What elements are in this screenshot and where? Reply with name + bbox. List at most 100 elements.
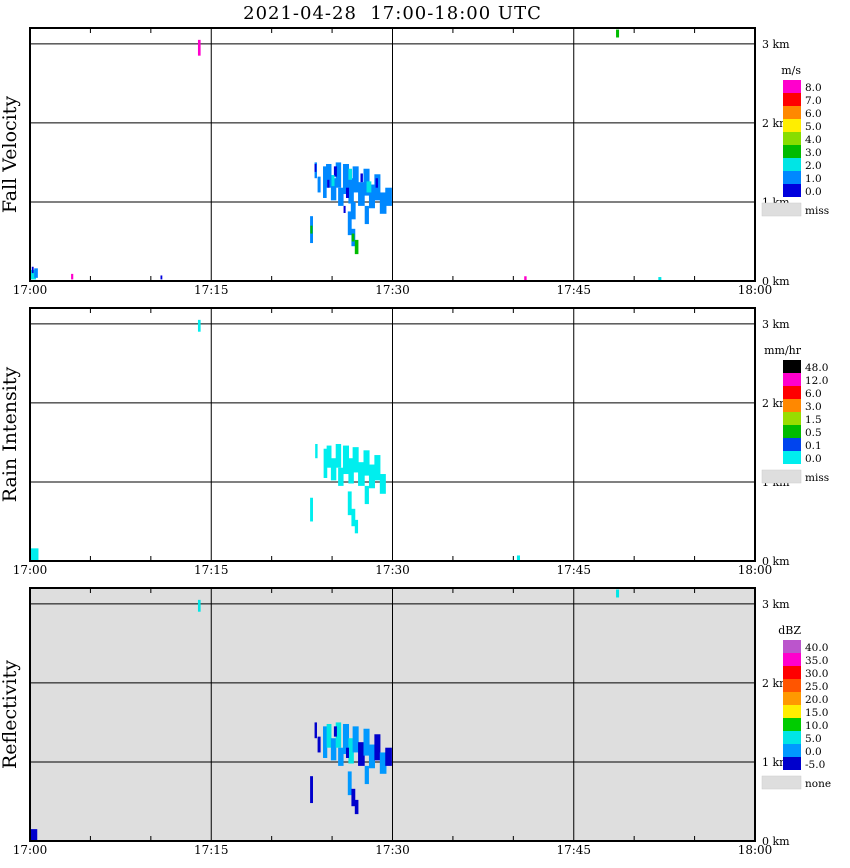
colorbar-tick-label: 5.0	[805, 121, 822, 133]
colorbar-cell	[783, 184, 801, 197]
colorbar-cell	[783, 438, 801, 451]
colorbar-missing-label: none	[805, 778, 831, 790]
x-tick-label: 17:30	[375, 843, 410, 857]
echo-cell	[314, 163, 317, 172]
chart-title: 2021-04-28 17:00-18:00 UTC	[243, 3, 542, 24]
colorbar-tick-label: 35.0	[805, 655, 828, 667]
echo-cell	[330, 178, 337, 201]
colorbar-cell	[783, 705, 801, 718]
echo-cell	[363, 728, 370, 756]
echo-cell	[335, 722, 342, 748]
colorbar-missing-cell	[761, 469, 802, 484]
colorbar-tick-label: 7.0	[805, 95, 822, 107]
echo-cells	[30, 319, 520, 561]
echo-cell	[345, 747, 349, 758]
colorbar-cell	[783, 757, 801, 770]
colorbar-missing-label: miss	[805, 205, 829, 217]
colorbar-tick-label: 10.0	[805, 720, 828, 732]
echo-cell	[338, 747, 344, 766]
colorbar-tick-label: 0.0	[805, 186, 822, 198]
colorbar-cell	[783, 425, 801, 438]
colorbar-cell	[783, 399, 801, 412]
echo-cell	[314, 722, 317, 739]
grid	[30, 308, 755, 561]
echo-cell	[354, 799, 359, 815]
echo-cell	[317, 736, 321, 753]
echo-cells	[30, 589, 620, 841]
colorbar-cell	[783, 718, 801, 731]
colorbar-tick-label: 4.0	[805, 134, 822, 146]
echo-cell	[379, 192, 387, 214]
x-tick-label: 17:45	[556, 283, 591, 297]
y-tick-label: 0 km	[762, 835, 790, 848]
echo-cell	[335, 443, 342, 468]
echo-cell	[30, 269, 37, 280]
colorbar-cell	[783, 158, 801, 171]
colorbar-tick-label: 6.0	[805, 108, 822, 120]
colorbar-title: dBZ	[778, 624, 801, 637]
y-tick-label: 3 km	[762, 598, 790, 611]
x-tick-label: 17:15	[194, 843, 229, 857]
colorbar-title: m/s	[781, 64, 801, 77]
colorbar-tick-label: 0.0	[805, 746, 822, 758]
echo-cell	[351, 233, 355, 242]
echo-cell	[364, 765, 369, 785]
x-tick-label: 18:00	[738, 283, 773, 297]
echo-cell	[326, 445, 332, 468]
x-tick-labels: 17:00 17:15 17:30 17:45 18:00	[13, 283, 773, 297]
echo-cell	[326, 163, 332, 188]
echo-cell	[160, 275, 163, 280]
x-tick-label: 17:45	[556, 563, 591, 577]
colorbar-cell	[783, 666, 801, 679]
echo-cell	[333, 166, 337, 177]
x-tick-labels: 17:00 17:15 17:30 17:45 18:00	[13, 563, 773, 577]
plot-border	[29, 587, 756, 842]
colorbar-tick-label: 20.0	[805, 694, 828, 706]
y-axis-title: Rain Intensity	[0, 366, 21, 502]
echo-cell	[30, 829, 38, 841]
colorbar-cell	[783, 145, 801, 158]
x-tick-label: 18:00	[738, 563, 773, 577]
y-tick-label: 0 km	[762, 275, 790, 288]
colorbar-cell	[783, 692, 801, 705]
colorbar-cell	[783, 679, 801, 692]
colorbar-missing-label: miss	[805, 472, 829, 484]
echo-cell	[363, 168, 370, 196]
echo-cells	[30, 29, 662, 281]
echo-cell	[516, 555, 520, 561]
y-tick-label: 3 km	[762, 38, 790, 51]
colorbar-cell	[783, 386, 801, 399]
colorbar-tick-label: 2.0	[805, 160, 822, 172]
echo-cell	[345, 187, 349, 198]
echo-cell	[331, 175, 335, 187]
echo-cell	[323, 448, 328, 478]
colorbar-missing-cell	[761, 202, 802, 217]
echo-cell	[348, 168, 353, 180]
colorbar-tick-label: -5.0	[805, 759, 825, 771]
echo-cell	[385, 187, 392, 206]
y-axis-title: Fall Velocity	[0, 96, 21, 214]
echo-cell	[354, 519, 359, 534]
x-tick-label: 18:00	[738, 843, 773, 857]
y-axis-title: Reflectivity	[0, 660, 21, 769]
echo-cell	[364, 205, 369, 225]
y-tick-label: 3 km	[762, 318, 790, 331]
colorbar-missing-cell	[761, 775, 802, 790]
echo-cell	[616, 589, 620, 598]
colorbar-tick-label: 0.0	[805, 453, 822, 465]
echo-cell	[352, 166, 359, 193]
echo-cell	[368, 184, 375, 209]
echo-cell	[330, 458, 337, 481]
echo-cell	[310, 497, 313, 522]
plot-border	[29, 307, 756, 562]
echo-cell	[368, 744, 375, 769]
echo-cell	[342, 723, 349, 755]
colorbar-cell	[783, 171, 801, 184]
echo-cell	[317, 176, 321, 193]
echo-cell	[323, 166, 327, 198]
panel-fall-velocity: 17:00 17:15 17:30 17:45 18:000 km1 km2 km3 k…	[0, 27, 829, 297]
echo-cell	[658, 277, 662, 281]
